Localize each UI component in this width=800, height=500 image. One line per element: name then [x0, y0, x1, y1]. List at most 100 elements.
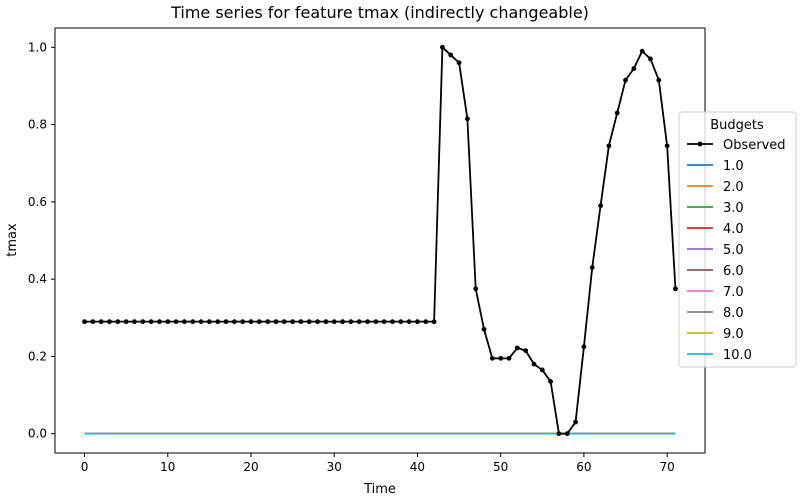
observed-point	[398, 319, 404, 325]
observed-point	[323, 319, 329, 325]
observed-point	[440, 44, 445, 50]
observed-point	[273, 319, 279, 325]
observed-point	[90, 319, 96, 325]
legend-entry-label: 7.0	[723, 285, 744, 300]
observed-point	[140, 319, 146, 325]
y-tick-label: 0.8	[28, 118, 47, 132]
legend-entry-label: Observed	[723, 138, 786, 153]
y-tick-label: 0.4	[28, 272, 47, 286]
observed-point	[664, 143, 670, 149]
observed-point	[381, 319, 387, 325]
observed-point	[240, 319, 246, 325]
legend-entry-label: 6.0	[723, 264, 744, 279]
observed-point	[223, 319, 229, 325]
chart-title: Time series for feature tmax (indirectly…	[170, 3, 589, 22]
observed-point	[298, 319, 304, 325]
observed-point	[115, 319, 121, 325]
legend: Budgets Observed 1.0 2.0 3.0 4.0 5.0 6.0 7.0 8.0…	[678, 111, 797, 368]
observed-point	[415, 319, 420, 325]
observed-point	[206, 319, 212, 325]
observed-point	[548, 379, 554, 384]
observed-point	[356, 319, 362, 325]
series-line-observed	[84, 46, 677, 435]
observed-point	[423, 319, 429, 325]
observed-point	[406, 319, 412, 325]
observed-point	[598, 203, 603, 209]
observed-point	[365, 319, 370, 325]
observed-point	[631, 66, 637, 71]
observed-point	[390, 319, 395, 325]
observed-point	[348, 319, 354, 325]
observed-point	[331, 319, 337, 325]
legend-box	[678, 111, 797, 368]
observed-point	[614, 110, 620, 116]
observed-point	[589, 265, 595, 270]
observed-point	[648, 56, 653, 62]
observed-point	[506, 355, 512, 361]
observed-point	[306, 319, 312, 325]
x-tick-label: 50	[493, 460, 508, 474]
observed-point	[448, 52, 454, 58]
x-tick-label: 10	[160, 460, 175, 474]
observed-point	[123, 319, 129, 325]
legend-entry-label: 5.0	[723, 243, 744, 258]
observed-point	[498, 355, 504, 361]
observed-point	[456, 60, 462, 66]
plot-area-frame	[54, 27, 706, 454]
x-tick-label: 20	[243, 460, 258, 474]
observed-point	[473, 286, 479, 292]
x-tick-label: 0	[81, 460, 89, 474]
legend-title: Budgets	[710, 118, 764, 133]
observed-point	[573, 419, 578, 425]
observed-point	[539, 367, 545, 373]
observed-point	[165, 319, 171, 325]
observed-point	[606, 143, 612, 149]
observed-point	[315, 319, 320, 325]
observed-point	[431, 319, 437, 325]
observed-point	[623, 77, 628, 83]
observed-point	[581, 344, 587, 350]
legend-entry-label: 8.0	[723, 306, 744, 321]
observed-point	[148, 319, 154, 325]
observed-point	[215, 319, 221, 325]
observed-point	[340, 319, 345, 325]
observed-point	[523, 348, 529, 354]
observed-point	[265, 319, 271, 325]
y-tick-label: 0.6	[28, 195, 47, 209]
x-tick-label: 60	[576, 460, 591, 474]
observed-point	[182, 319, 187, 325]
observed-point	[256, 319, 262, 325]
x-tick-label: 30	[327, 460, 342, 474]
x-tick-label: 40	[410, 460, 425, 474]
y-axis-label: tmax	[5, 223, 20, 257]
observed-point	[564, 431, 570, 437]
y-tick-label: 1.0	[28, 40, 47, 54]
observed-point	[82, 319, 87, 325]
observed-point	[248, 319, 254, 325]
observed-point	[639, 48, 645, 54]
x-tick-label: 70	[659, 460, 674, 474]
observed-point	[98, 319, 104, 325]
observed-point	[489, 355, 495, 361]
legend-marker	[697, 141, 703, 147]
legend-entry-label: 2.0	[723, 180, 744, 195]
legend-entry-label: 1.0	[723, 159, 744, 174]
observed-point	[464, 116, 470, 122]
observed-point	[531, 361, 537, 367]
observed-point	[290, 319, 296, 325]
observed-point	[514, 345, 520, 351]
observed-point	[231, 319, 237, 325]
observed-point	[373, 319, 379, 325]
observed-point	[556, 431, 562, 437]
legend-entry-label: 9.0	[723, 327, 744, 342]
observed-point	[157, 319, 162, 325]
legend-entry-label: 3.0	[723, 201, 744, 216]
observed-point	[107, 319, 112, 325]
legend-entry-label: 10.0	[723, 348, 752, 363]
observed-point	[173, 319, 179, 325]
observed-point	[190, 319, 196, 325]
observed-point	[656, 77, 662, 83]
legend-entry-label: 4.0	[723, 222, 744, 237]
observed-point	[481, 326, 487, 332]
observed-point	[198, 319, 204, 325]
